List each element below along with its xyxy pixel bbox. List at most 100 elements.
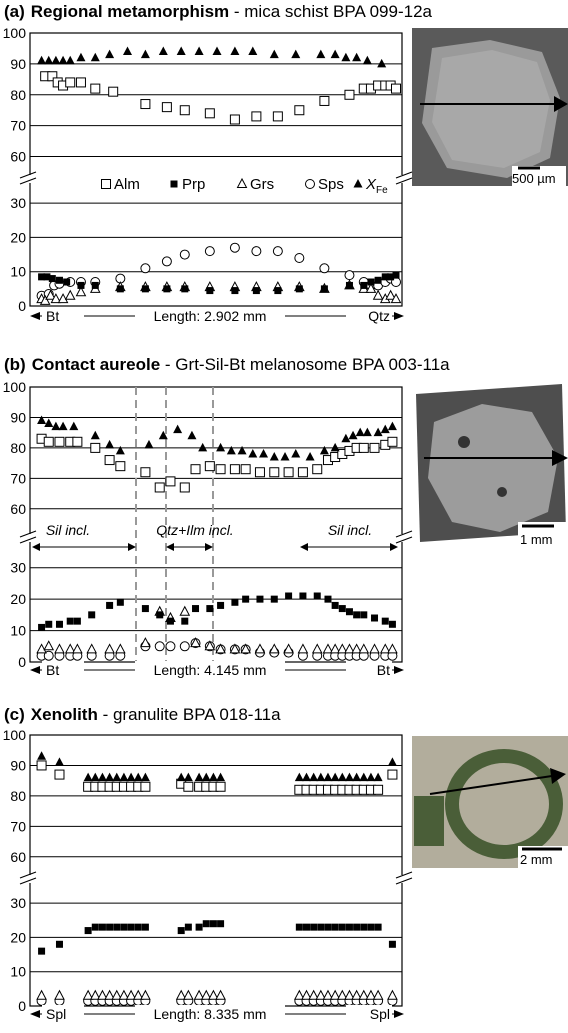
panel-a-ytick: 20 xyxy=(10,229,26,245)
panel-b-point-xfe xyxy=(226,445,236,455)
panel-b-point-alm xyxy=(387,436,398,447)
panel-b-point-prp xyxy=(166,617,174,625)
panel-c-point-xfe xyxy=(359,772,369,782)
panel-c-point-grs xyxy=(344,989,355,1000)
label-bg xyxy=(135,1005,285,1023)
panel-a-point-alm xyxy=(108,86,119,97)
panel-c-point-xfe xyxy=(373,772,383,782)
panel-b-title-bold: Contact aureole xyxy=(31,355,161,374)
panel-a-point-xfe xyxy=(105,49,115,59)
panel-c-ytick: 80 xyxy=(10,788,26,804)
inclusion-arrowhead xyxy=(300,543,308,551)
panel-b-ytick: 30 xyxy=(10,560,26,576)
label-bg xyxy=(346,661,392,679)
panel-b-point-prp xyxy=(66,617,74,625)
panel-c-point-prp xyxy=(177,927,185,935)
panel-a-point-alm xyxy=(140,99,151,110)
axis-break-mark xyxy=(395,171,413,179)
panel-b-point-sps xyxy=(165,641,176,652)
panel-a-point-prp xyxy=(367,278,375,286)
panel-b-point-prp xyxy=(285,592,293,600)
panel-a-point-prp xyxy=(43,273,51,281)
panel-a-point-alm xyxy=(75,77,86,88)
panel-c-label: (c) xyxy=(4,705,25,724)
panel-a-point-alm xyxy=(229,114,240,125)
panel-c-point-xfe xyxy=(294,772,304,782)
panel-b-point-prp xyxy=(156,611,164,619)
panel-b-point-xfe xyxy=(348,430,358,440)
panel-a-point-grs xyxy=(372,289,384,300)
panel-a-point-alm xyxy=(90,83,101,94)
axis-break-mark xyxy=(19,877,37,885)
panel-a-point-prp xyxy=(38,273,46,281)
panel-a-point-grs xyxy=(39,294,51,305)
panel-a-x-arrow-right xyxy=(394,312,404,320)
panel-b-point-grs xyxy=(311,643,323,654)
panel-a-point-prp xyxy=(77,281,85,289)
panel-a-point-xfe xyxy=(90,52,100,62)
panel-c-point-prp xyxy=(184,923,192,931)
panel-a-point-prp xyxy=(63,278,71,286)
label-bg xyxy=(346,307,392,325)
panel-b-point-grs xyxy=(190,637,201,648)
panel-c-x-arrow-right xyxy=(394,1010,404,1018)
panel-b-point-grs xyxy=(36,643,47,654)
panel-a-point-xfe xyxy=(212,46,222,56)
panel-a-point-grs xyxy=(57,293,69,304)
panel-b-break-gap xyxy=(22,534,410,542)
panel-a-point-alm xyxy=(344,89,355,100)
panel-a-point-alm xyxy=(179,105,190,116)
panel-b-point-alm xyxy=(312,464,323,475)
panel-b-point-xfe xyxy=(259,448,269,458)
panel-a-ytick: 10 xyxy=(10,264,26,280)
panel-b-point-alm xyxy=(215,464,226,475)
panel-a-length-label: Length: 2.902 mm xyxy=(154,308,267,324)
panel-b-point-alm xyxy=(43,436,54,447)
panel-a-point-alm xyxy=(251,111,262,122)
panel-b-label: (b) xyxy=(4,355,26,374)
panel-c-point-xfe xyxy=(133,772,143,782)
panel-c-point-prp xyxy=(98,923,106,931)
panel-c-point-grs xyxy=(308,989,319,1000)
panel-a-point-alm xyxy=(65,77,76,88)
panel-b-point-prp xyxy=(388,620,396,628)
panel-a-point-grs xyxy=(365,282,377,293)
panel-c-point-prp xyxy=(345,923,353,931)
panel-b-point-xfe xyxy=(387,421,397,431)
panel-b-point-grs xyxy=(254,643,266,654)
panel-b-point-grs xyxy=(179,605,191,616)
panel-c-point-alm xyxy=(54,769,65,780)
panel-b-point-prp xyxy=(231,598,239,606)
panel-c-point-prp xyxy=(338,923,346,931)
panel-b-point-xfe xyxy=(305,452,315,461)
panel-b-title-rest: - Grt-Sil-Bt melanosome BPA 003-11a xyxy=(160,355,450,374)
panel-c-point-prp xyxy=(217,920,225,928)
panel-c-point-grs xyxy=(372,989,384,1000)
panel-c-point-grs xyxy=(193,989,205,1000)
panel-b-point-grs xyxy=(204,640,216,651)
panel-c-point-prp xyxy=(195,923,203,931)
panel-b-point-prp xyxy=(38,623,46,631)
panel-a-point-xfe xyxy=(158,46,168,56)
panel-b-point-xfe xyxy=(105,439,115,449)
inclusion-arrowhead xyxy=(166,543,174,551)
panel-b-point-alm xyxy=(154,482,165,493)
panel-a-point-xfe xyxy=(123,46,132,56)
panel-b-point-xfe xyxy=(187,430,197,440)
panel-a-point-grs xyxy=(50,293,62,304)
panel-c-frame xyxy=(29,734,403,1007)
panel-b-point-prp xyxy=(192,605,200,613)
panel-b-point-alm xyxy=(104,455,115,466)
panel-c-point-prp xyxy=(134,923,142,931)
panel-a-point-prp xyxy=(381,273,389,281)
panel-a-point-xfe xyxy=(269,49,279,59)
panel-c-point-grs xyxy=(140,989,151,1000)
panel-b-point-sps xyxy=(154,641,165,652)
panel-c-point-grs xyxy=(322,989,334,1000)
panel-c-point-xfe xyxy=(387,757,397,766)
panel-b-point-prp xyxy=(141,605,149,613)
panel-a-point-xfe xyxy=(37,55,47,65)
panel-c-point-grs xyxy=(351,989,362,1000)
panel-a-point-sps xyxy=(140,263,151,274)
panel-a-point-sps xyxy=(344,270,355,281)
